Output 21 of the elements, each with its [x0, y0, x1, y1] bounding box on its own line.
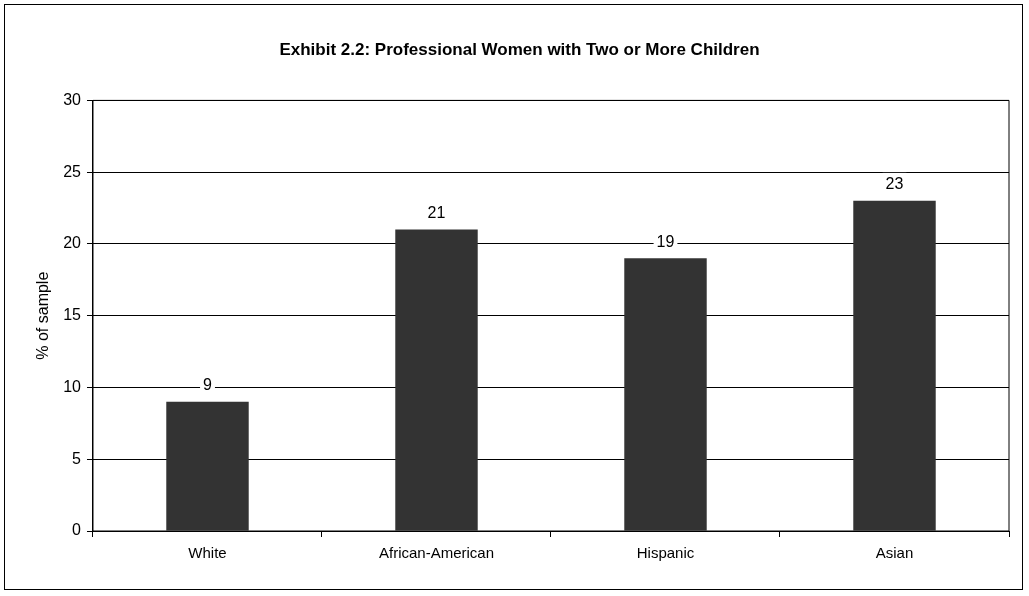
- x-tick-label: Asian: [875, 544, 914, 562]
- bar: [395, 229, 478, 531]
- y-tick-label: 30: [63, 90, 82, 108]
- data-label: 19: [656, 232, 675, 250]
- y-tick-label: 25: [63, 162, 82, 180]
- y-tick-label: 0: [72, 521, 82, 539]
- bar: [624, 258, 707, 531]
- x-tick-label: White: [188, 544, 227, 562]
- chart-title: Exhibit 2.2: Professional Women with Two or More Children: [279, 39, 760, 59]
- data-label: 23: [885, 175, 904, 193]
- y-tick-label: 15: [63, 306, 82, 324]
- bar: [853, 200, 936, 531]
- x-tick-label: Hispanic: [636, 544, 695, 562]
- y-tick-label: 20: [63, 234, 82, 252]
- y-axis-title: % of sample: [34, 271, 52, 360]
- x-tick-label: African-American: [378, 544, 495, 562]
- data-label: 21: [427, 203, 446, 221]
- y-tick-label: 5: [72, 449, 82, 467]
- y-tick-label: 10: [63, 377, 82, 395]
- bar: [166, 401, 249, 531]
- data-label: 9: [203, 376, 213, 394]
